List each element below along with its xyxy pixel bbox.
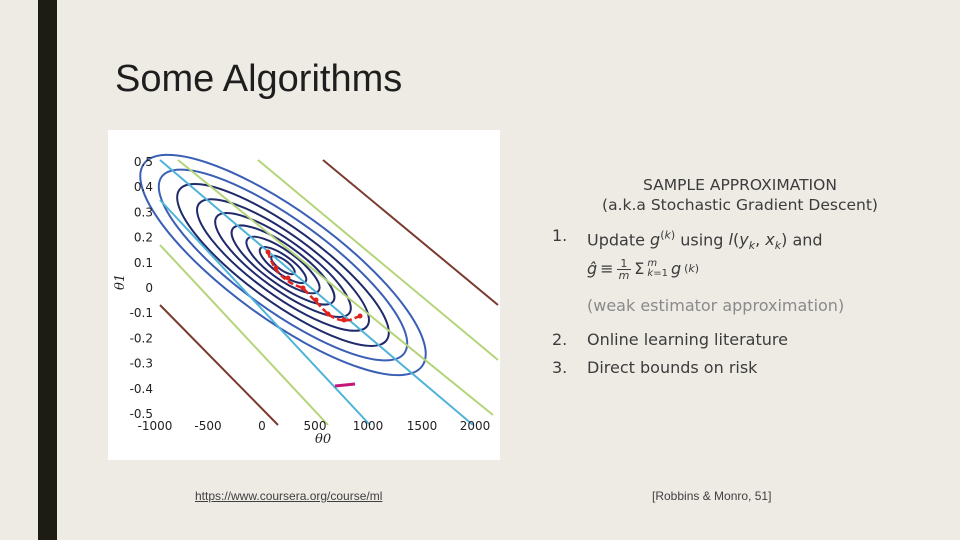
contour-lines <box>139 153 499 426</box>
sgd-step-point <box>325 311 331 317</box>
sgd-step-point <box>341 317 347 323</box>
y-tick-labels: 0.5 0.4 0.3 0.2 0.1 0 -0.1 -0.2 -0.3 -0.4 -0.5 <box>130 155 153 421</box>
gradient-k-symbol: g(k) <box>650 229 676 250</box>
x-tick-label: 0 <box>258 419 266 433</box>
contour-plot: 0.5 0.4 0.3 0.2 0.1 0 -0.1 -0.2 -0.3 -0.4 -0.5 -10… <box>113 153 499 447</box>
y-axis-label: θ1 <box>113 274 128 290</box>
section-subheading: (a.k.a Stochastic Gradient Descent) <box>602 196 878 214</box>
y-tick-label: -0.1 <box>130 306 153 320</box>
contour-line <box>177 159 494 416</box>
x-tick-label: 1000 <box>353 419 384 433</box>
sgd-path-line <box>266 251 361 322</box>
x-tick-label: -1000 <box>138 419 173 433</box>
contour-line <box>159 304 279 426</box>
contour-line <box>214 212 352 318</box>
y-tick-label: -0.5 <box>130 407 153 421</box>
y-tick-label: 0.4 <box>134 180 153 194</box>
y-tick-label: -0.3 <box>130 357 153 371</box>
y-tick-label: 0.3 <box>134 205 153 219</box>
item-number: 1. <box>552 226 568 245</box>
contour-line <box>245 235 321 295</box>
item-number: 2. <box>552 329 568 349</box>
contour-line <box>159 159 474 426</box>
sgd-step-point <box>285 275 291 281</box>
list-item-online-learning: 2. Online learning literature <box>550 329 910 351</box>
y-tick-label: 0.2 <box>134 231 153 245</box>
sgd-step-point <box>273 265 279 271</box>
using-text: using <box>675 230 729 250</box>
section-heading: SAMPLE APPROXIMATION <box>643 176 837 194</box>
algorithm-notes: SAMPLE APPROXIMATION (a.k.a Stochastic G… <box>550 175 910 379</box>
y-tick-label: 0 <box>145 281 153 295</box>
x-axis-label: θ0 <box>315 432 331 447</box>
y-tick-label: 0.5 <box>134 155 153 169</box>
list-item-update: 1. Update g(k) using l(yk, xk) and <box>550 225 910 258</box>
x-tick-label: 2000 <box>460 419 491 433</box>
gradient-descent-path <box>265 249 363 388</box>
contour-line <box>139 153 427 377</box>
contour-line <box>159 199 371 426</box>
sgd-step-point <box>300 285 306 291</box>
x-tick-label: 1500 <box>407 419 438 433</box>
x-tick-labels: -1000 -500 0 500 1000 1500 2000 <box>138 419 491 433</box>
contour-line <box>230 224 336 306</box>
item-number: 3. <box>552 357 568 377</box>
sgd-step-point <box>265 249 271 255</box>
list-item-label: Online learning literature <box>587 329 788 349</box>
optimum-marker <box>334 382 356 388</box>
update-text: Update <box>587 230 651 250</box>
contour-line <box>196 198 370 332</box>
y-tick-label: 0.1 <box>134 256 153 270</box>
weak-estimator-note: (weak estimator approximation) <box>587 295 845 315</box>
contour-plot-image: 0.5 0.4 0.3 0.2 0.1 0 -0.1 -0.2 -0.3 -0.4 -0.5 -10… <box>108 130 500 460</box>
sgd-step-point <box>313 297 319 303</box>
contour-line <box>176 183 390 347</box>
citation: [Robbins & Monro, 51] <box>652 489 772 503</box>
contour-line <box>159 244 329 426</box>
source-link[interactable]: https://www.coursera.org/course/ml <box>195 489 383 503</box>
x-tick-label: -500 <box>194 419 221 433</box>
list-item-label: Direct bounds on risk <box>587 357 758 377</box>
contour-line <box>257 159 499 361</box>
y-tick-label: -0.2 <box>130 331 153 345</box>
left-accent-bar <box>38 0 57 540</box>
x-tick-label: 500 <box>304 419 327 433</box>
list-item-direct-bounds: 3. Direct bounds on risk <box>550 357 910 379</box>
sgd-step-point <box>357 313 363 319</box>
loss-symbol: l(yk, xk) <box>728 230 788 253</box>
contour-line <box>322 159 499 306</box>
contour-line <box>157 168 409 362</box>
y-tick-label: -0.4 <box>130 382 153 396</box>
slide-title: Some Algorithms <box>115 58 403 100</box>
and-text: and <box>787 230 823 250</box>
